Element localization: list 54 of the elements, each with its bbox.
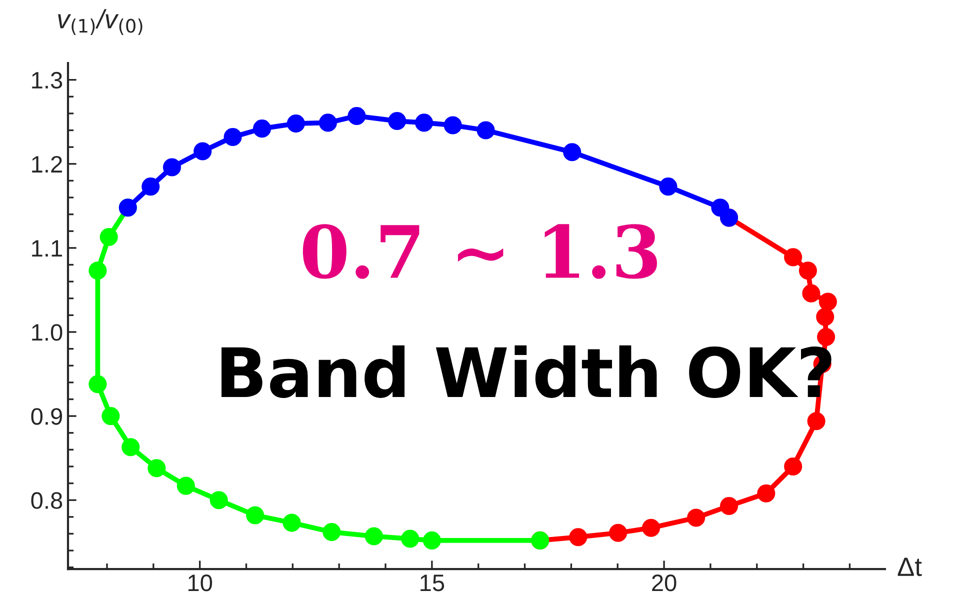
y-tick-label: 1.0 xyxy=(32,324,62,341)
point xyxy=(476,121,495,140)
point xyxy=(148,459,166,478)
point xyxy=(798,262,817,280)
point xyxy=(659,178,678,196)
x-tick-label: 10 xyxy=(188,574,212,592)
point xyxy=(282,514,301,532)
point xyxy=(318,114,337,132)
point xyxy=(563,143,582,162)
x-tick-label: 15 xyxy=(420,574,444,592)
point xyxy=(102,407,120,426)
y-tick-label: 0.9 xyxy=(31,408,62,425)
point xyxy=(720,496,738,516)
annotation: 0.7 ∼ 1.3 xyxy=(302,224,658,279)
point xyxy=(757,484,776,502)
point xyxy=(122,438,140,456)
point xyxy=(388,112,406,130)
point xyxy=(642,518,660,537)
y-tick-label: 1.1 xyxy=(32,240,62,256)
point xyxy=(224,128,242,146)
x-axis-title: Δt xyxy=(898,558,922,576)
y-tick-label: 1.3 xyxy=(32,72,62,89)
point xyxy=(88,375,107,394)
x-tick-label: 20 xyxy=(652,574,676,592)
point xyxy=(401,530,420,548)
point xyxy=(364,527,383,546)
point xyxy=(253,120,272,138)
point xyxy=(194,142,212,160)
point xyxy=(100,228,118,246)
point xyxy=(802,284,820,302)
point xyxy=(609,524,628,542)
point xyxy=(422,531,441,550)
y-tick-label: 1.2 xyxy=(32,156,62,172)
point xyxy=(246,506,264,524)
point xyxy=(569,528,588,546)
point xyxy=(88,262,107,280)
point xyxy=(176,476,195,495)
point xyxy=(784,248,802,266)
point xyxy=(348,106,366,126)
point xyxy=(784,457,802,476)
y-axis-title: v$_{(1)}$/v$_{(0)}$ xyxy=(58,9,142,35)
y-tick-label: 0.8 xyxy=(31,492,62,509)
point xyxy=(286,114,305,133)
point xyxy=(210,491,228,510)
point xyxy=(816,308,834,326)
point xyxy=(807,412,826,430)
point xyxy=(818,292,837,311)
point xyxy=(444,116,462,134)
point xyxy=(322,523,341,542)
point xyxy=(162,158,182,176)
point xyxy=(817,328,836,346)
point xyxy=(687,508,706,527)
point xyxy=(142,178,160,196)
point xyxy=(415,114,434,132)
